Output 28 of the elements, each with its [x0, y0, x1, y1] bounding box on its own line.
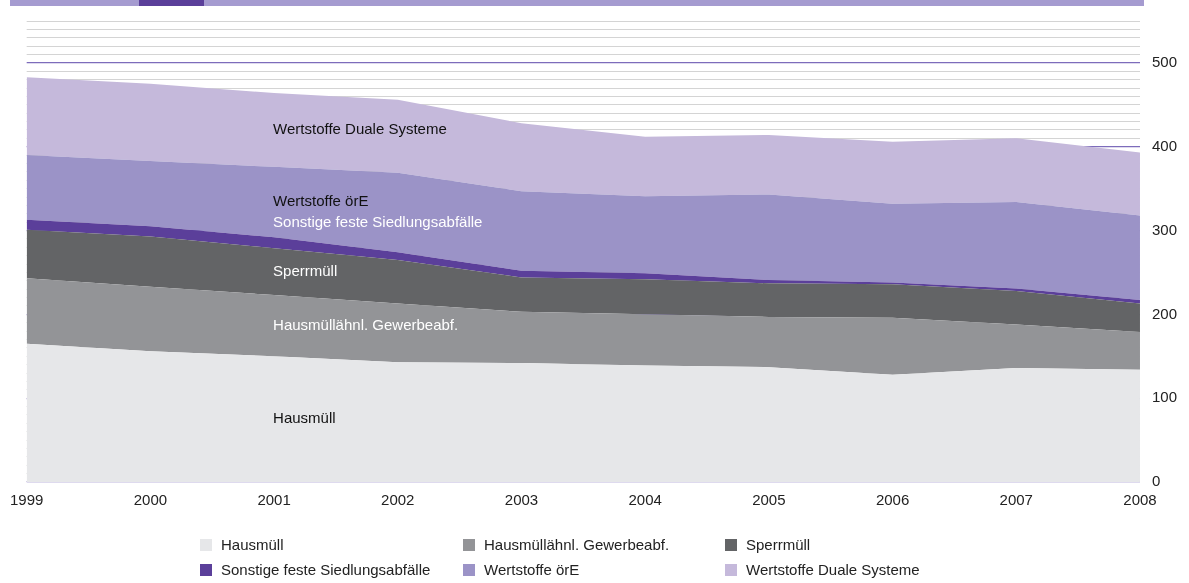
x-tick-label: 2000	[133, 491, 168, 509]
x-tick-label: 2008	[1123, 491, 1157, 509]
y-tick-label: 0	[1151, 472, 1161, 490]
text: Sperrmüll	[273, 261, 338, 279]
x-tick-label: 2005	[752, 491, 786, 509]
legend-label: Hausmüllähnl. Gewerbeabf.	[484, 536, 670, 553]
text: Hausmüll	[273, 409, 336, 427]
y-tick-label: 400	[1151, 136, 1177, 154]
x-tick-label: 2007	[999, 491, 1033, 509]
x-tick-label: 2001	[257, 491, 291, 509]
y-tick-label: 300	[1151, 220, 1177, 238]
x-tick-label: 2004	[628, 491, 662, 509]
text: Wertstoffe Duale Systeme	[273, 120, 447, 138]
x-tick-label: 2003	[504, 491, 539, 509]
text: Hausmüllähnl. Gewerbeabf.	[273, 315, 459, 333]
x-tick-label: 1999	[10, 491, 44, 509]
legend-label: Sperrmüll	[746, 536, 811, 553]
text: Wertstoffe örE	[273, 192, 369, 210]
y-tick-label: 500	[1151, 53, 1177, 71]
legend-label: Wertstoffe örE	[484, 561, 580, 578]
text: Sonstige feste Siedlungsabfälle	[273, 213, 483, 231]
y-tick-label: 100	[1151, 388, 1177, 406]
y-tick-label: 200	[1151, 304, 1177, 322]
legend-label: Hausmüll	[221, 536, 284, 553]
x-tick-label: 2006	[875, 491, 910, 509]
x-tick-label: 2002	[381, 491, 415, 509]
legend-label: Wertstoffe Duale Systeme	[746, 561, 920, 578]
legend-label: Sonstige feste Siedlungsabfälle	[221, 561, 431, 578]
